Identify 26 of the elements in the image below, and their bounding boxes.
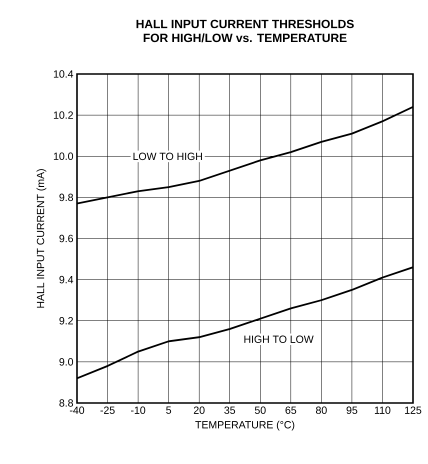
x-tick-label: 35 xyxy=(224,406,236,414)
x-tick-label: -10 xyxy=(131,406,146,414)
x-tick-label: 50 xyxy=(254,406,266,414)
x-tick-label: -25 xyxy=(100,406,115,414)
x-tick-label: -40 xyxy=(70,406,84,414)
x-tick-label: 5 xyxy=(166,406,172,414)
y-tick-label: 9.4 xyxy=(59,276,74,284)
y-tick-label: 8.8 xyxy=(59,399,74,407)
x-tick-label: 65 xyxy=(286,406,296,414)
series-label: LOW TO HIGH xyxy=(134,152,202,160)
x-tick-label: 80 xyxy=(316,406,327,414)
series-label: HIGH TO LOW xyxy=(244,336,314,343)
x-tick-label: 95 xyxy=(346,406,358,414)
y-tick-label: 10.0 xyxy=(54,152,74,160)
x-tick-label: 20 xyxy=(194,406,205,414)
y-tick-label: 10.2 xyxy=(54,111,73,119)
y-axis-title: HALL INPUT CURRENT (mA) xyxy=(36,169,46,308)
chart-title: HALL INPUT CURRENT THRESHOLDS FOR HIGH/LOW vs. TEMPERATURE xyxy=(136,20,354,42)
y-tick-label: 9.0 xyxy=(59,358,74,366)
y-tick-label: 10.4 xyxy=(54,70,74,78)
y-tick-label: 9.6 xyxy=(59,234,74,242)
y-tick-label: 9.2 xyxy=(59,317,73,324)
x-tick-label: 125 xyxy=(405,406,422,414)
x-tick-label: 110 xyxy=(374,406,390,414)
y-tick-label: 9.8 xyxy=(59,194,74,202)
x-axis-title: TEMPERATURE (°C) xyxy=(195,420,294,431)
